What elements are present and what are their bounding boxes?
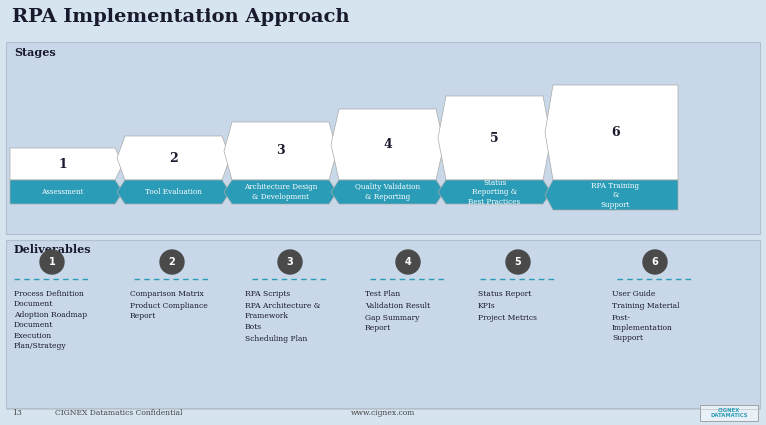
Text: 3: 3 xyxy=(277,144,285,158)
Text: Process Definition
Document: Process Definition Document xyxy=(14,290,83,308)
Polygon shape xyxy=(545,85,678,180)
Text: Deliverables: Deliverables xyxy=(14,244,92,255)
Text: 1: 1 xyxy=(58,158,67,170)
Text: 5: 5 xyxy=(515,257,522,267)
Text: Product Compliance
Report: Product Compliance Report xyxy=(130,302,208,320)
Text: Scheduling Plan: Scheduling Plan xyxy=(245,335,307,343)
Text: CIGNEX
DATAMATICS: CIGNEX DATAMATICS xyxy=(710,408,748,418)
Text: Execution
Plan/Strategy: Execution Plan/Strategy xyxy=(14,332,67,350)
Text: 2: 2 xyxy=(169,257,175,267)
Text: RPA Implementation Approach: RPA Implementation Approach xyxy=(12,8,349,26)
Text: RPA Training
&
Support: RPA Training & Support xyxy=(591,181,640,209)
Circle shape xyxy=(396,250,420,274)
Text: Comparison Matrix: Comparison Matrix xyxy=(130,290,204,298)
Circle shape xyxy=(643,250,667,274)
Text: Stages: Stages xyxy=(14,47,56,58)
Text: Project Metrics: Project Metrics xyxy=(478,314,537,322)
Text: Tool Evaluation: Tool Evaluation xyxy=(145,188,202,196)
Polygon shape xyxy=(10,148,123,180)
FancyBboxPatch shape xyxy=(6,42,760,234)
Polygon shape xyxy=(331,180,444,204)
Text: Status
Reporting &
Best Practices: Status Reporting & Best Practices xyxy=(469,178,521,206)
Text: Bots: Bots xyxy=(245,323,262,331)
Polygon shape xyxy=(10,180,123,204)
Text: RPA Scripts: RPA Scripts xyxy=(245,290,290,298)
Text: Architecture Design
& Development: Architecture Design & Development xyxy=(244,183,317,201)
Polygon shape xyxy=(545,180,678,210)
Text: 4: 4 xyxy=(383,138,392,151)
Text: Adoption Roadmap
Document: Adoption Roadmap Document xyxy=(14,311,87,329)
Text: KPIs: KPIs xyxy=(478,302,496,310)
Text: 1: 1 xyxy=(48,257,55,267)
Text: 3: 3 xyxy=(286,257,293,267)
Polygon shape xyxy=(438,96,551,180)
Circle shape xyxy=(40,250,64,274)
Text: 13: 13 xyxy=(12,409,22,417)
Polygon shape xyxy=(224,180,337,204)
FancyBboxPatch shape xyxy=(700,405,758,421)
Circle shape xyxy=(278,250,302,274)
Text: Gap Summary
Report: Gap Summary Report xyxy=(365,314,419,332)
Text: Assessment: Assessment xyxy=(41,188,83,196)
Text: Training Material: Training Material xyxy=(612,302,679,310)
Polygon shape xyxy=(117,180,230,204)
Polygon shape xyxy=(224,122,337,180)
Text: 6: 6 xyxy=(611,126,620,139)
Circle shape xyxy=(160,250,184,274)
Text: 4: 4 xyxy=(404,257,411,267)
Text: Test Plan: Test Plan xyxy=(365,290,401,298)
Polygon shape xyxy=(117,136,230,180)
Text: User Guide: User Guide xyxy=(612,290,656,298)
FancyBboxPatch shape xyxy=(6,240,760,408)
Text: 5: 5 xyxy=(490,131,499,144)
Text: CIGNEX Datamatics Confidential: CIGNEX Datamatics Confidential xyxy=(55,409,182,417)
Polygon shape xyxy=(438,180,551,204)
Text: 6: 6 xyxy=(652,257,658,267)
Text: Quality Validation
& Reporting: Quality Validation & Reporting xyxy=(355,183,420,201)
Text: www.cignex.com: www.cignex.com xyxy=(351,409,415,417)
Text: RPA Architecture &
Framework: RPA Architecture & Framework xyxy=(245,302,320,320)
Text: Status Report: Status Report xyxy=(478,290,532,298)
Text: 2: 2 xyxy=(169,151,178,164)
Polygon shape xyxy=(331,109,444,180)
Circle shape xyxy=(506,250,530,274)
Text: Validation Result: Validation Result xyxy=(365,302,430,310)
Text: Post-
Implementation
Support: Post- Implementation Support xyxy=(612,314,673,342)
